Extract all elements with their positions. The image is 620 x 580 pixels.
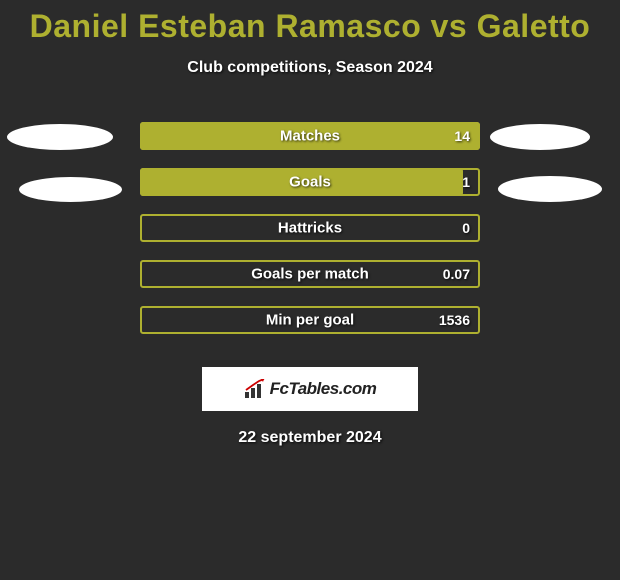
bar-label: Goals per match: [140, 266, 480, 283]
logo-box: FcTables.com: [202, 367, 418, 411]
bar-border: [140, 306, 480, 334]
bar-fill: [140, 168, 463, 196]
chart-row: Goals per match0.07: [0, 251, 620, 297]
left-ellipse: [19, 177, 122, 202]
bar-wrapper: Goals per match0.07: [140, 260, 480, 288]
date: 22 september 2024: [0, 429, 620, 447]
bar-value: 1536: [439, 312, 470, 328]
logo-text: FcTables.com: [270, 379, 377, 399]
bar-wrapper: Min per goal1536: [140, 306, 480, 334]
bar-border: [140, 214, 480, 242]
logo: FcTables.com: [244, 379, 377, 399]
bar-fill: [140, 122, 480, 150]
bar-label: Hattricks: [140, 220, 480, 237]
chart-row: Hattricks0: [0, 205, 620, 251]
bar-label: Min per goal: [140, 312, 480, 329]
chart-row: Min per goal1536: [0, 297, 620, 343]
bar-wrapper: Hattricks0: [140, 214, 480, 242]
subtitle: Club competitions, Season 2024: [0, 59, 620, 77]
right-ellipse: [490, 124, 590, 150]
logo-chart-icon: [244, 379, 266, 399]
bar-wrapper: Goals1: [140, 168, 480, 196]
bar-value: 0.07: [443, 266, 470, 282]
bar-value: 0: [462, 220, 470, 236]
left-ellipse: [7, 124, 113, 150]
page-title: Daniel Esteban Ramasco vs Galetto: [0, 0, 620, 45]
bar-value: 1: [462, 174, 470, 190]
bar-wrapper: Matches14: [140, 122, 480, 150]
right-ellipse: [498, 176, 602, 202]
bar-border: [140, 260, 480, 288]
